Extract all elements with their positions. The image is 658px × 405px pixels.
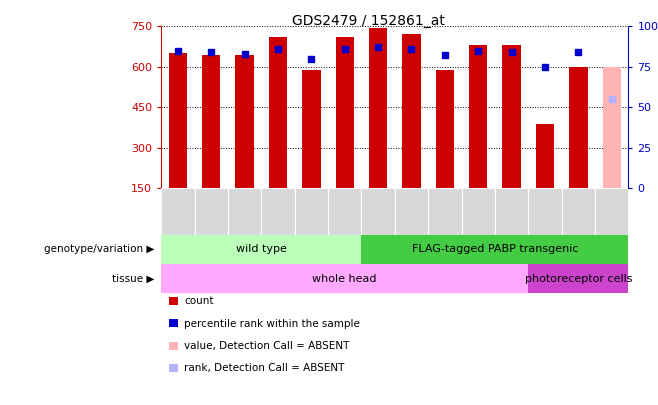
Point	[172, 47, 183, 54]
Bar	[361, 188, 395, 235]
Point	[406, 46, 417, 52]
Bar	[228, 188, 261, 235]
Text: tissue ▶: tissue ▶	[113, 274, 155, 284]
Bar	[168, 53, 187, 188]
Bar	[402, 34, 420, 188]
Point	[373, 44, 384, 51]
Bar	[261, 188, 295, 235]
Text: genotype/variation ▶: genotype/variation ▶	[44, 245, 155, 254]
Point	[607, 96, 617, 102]
Text: percentile rank within the sample: percentile rank within the sample	[184, 319, 360, 328]
Bar	[236, 55, 254, 188]
Bar	[528, 188, 562, 235]
Text: FLAG-tagged PABP transgenic: FLAG-tagged PABP transgenic	[412, 245, 578, 254]
Bar	[295, 188, 328, 235]
Text: whole head: whole head	[313, 274, 377, 284]
Bar	[169, 364, 178, 372]
Point	[340, 46, 350, 52]
Bar	[369, 28, 388, 188]
Bar	[436, 70, 454, 188]
Bar	[328, 188, 361, 235]
Bar	[169, 319, 178, 327]
Bar	[528, 264, 628, 293]
Text: rank, Detection Call = ABSENT: rank, Detection Call = ABSENT	[184, 363, 345, 373]
Text: photoreceptor cells: photoreceptor cells	[524, 274, 632, 284]
Bar	[361, 235, 628, 264]
Bar	[536, 124, 554, 188]
Bar	[595, 188, 628, 235]
Bar	[169, 297, 178, 305]
Point	[240, 51, 250, 57]
Bar	[461, 188, 495, 235]
Bar	[428, 188, 461, 235]
Text: wild type: wild type	[236, 245, 287, 254]
Bar	[503, 45, 520, 188]
Bar	[395, 188, 428, 235]
Bar	[161, 264, 528, 293]
Bar	[302, 70, 320, 188]
Bar	[469, 45, 488, 188]
Bar	[202, 55, 220, 188]
Point	[440, 52, 450, 59]
Point	[507, 49, 517, 55]
Bar	[269, 37, 287, 188]
Bar	[603, 67, 621, 188]
Text: count: count	[184, 296, 214, 306]
Bar	[195, 188, 228, 235]
Text: GDS2479 / 152861_at: GDS2479 / 152861_at	[292, 14, 445, 28]
Point	[306, 55, 316, 62]
Bar	[169, 342, 178, 350]
Bar	[562, 188, 595, 235]
Point	[573, 49, 584, 55]
Bar	[336, 37, 354, 188]
Point	[473, 47, 484, 54]
Point	[206, 49, 216, 55]
Bar	[161, 235, 361, 264]
Point	[540, 64, 550, 70]
Bar	[495, 188, 528, 235]
Bar	[161, 188, 195, 235]
Text: value, Detection Call = ABSENT: value, Detection Call = ABSENT	[184, 341, 349, 351]
Bar	[569, 67, 588, 188]
Point	[272, 46, 283, 52]
